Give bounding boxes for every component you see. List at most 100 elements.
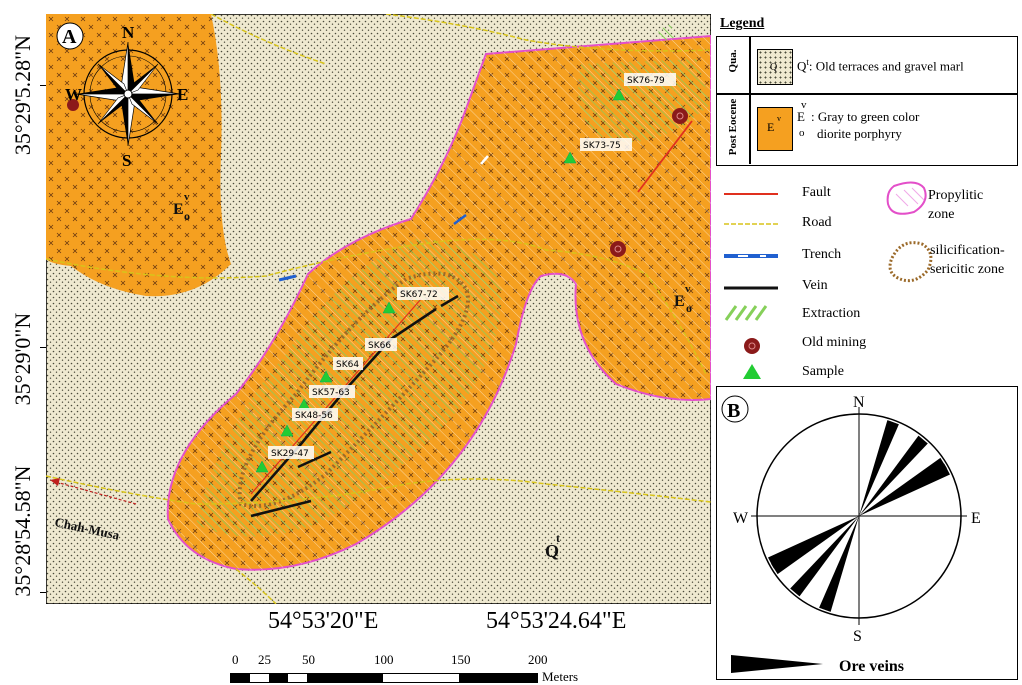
sample-label: SK64 (336, 360, 359, 370)
legend-sym-main: E (797, 109, 805, 124)
rose-petals (768, 420, 950, 612)
sample-label: SK67-72 (400, 290, 438, 300)
scale-tick-label: 25 (258, 652, 271, 667)
sample-label: SK57-63 (312, 388, 350, 398)
scale-tick-label: 0 (232, 652, 239, 667)
lat-tick (40, 347, 46, 348)
map-panel: SK76-79 SK73-75 SK67-72 SK66 SK64 SK57-6… (46, 14, 711, 604)
legend-propylitic-label-2: zone (928, 207, 955, 222)
svg-text:v: v (184, 191, 190, 203)
rose-petal (819, 516, 859, 612)
panel-a-badge (56, 22, 84, 50)
compass-rose-icon (75, 41, 181, 147)
unit-label-porphyry-e: E v o (674, 283, 692, 315)
rose-label-w: W (733, 510, 749, 527)
sample-marker (563, 151, 577, 164)
rose-label-s: S (853, 628, 862, 645)
legend-sym-sub: o (799, 127, 805, 139)
sample-label: SK76-79 (627, 76, 665, 86)
legend-old-mining-label: Old mining (802, 335, 867, 350)
panel-b-label: B (727, 400, 740, 422)
scale-tick-label: 100 (374, 652, 394, 667)
chah-musa-arrowhead (50, 478, 60, 486)
compass-labels: N S E W (65, 23, 188, 170)
unit-label-terrace: Q t (545, 531, 560, 561)
rose-label-n: N (853, 394, 865, 411)
svg-text:v: v (685, 283, 691, 295)
extraction-zone-ne-small (658, 24, 674, 42)
road-2 (46, 475, 711, 505)
sample-label: SK66 (368, 341, 391, 351)
legend-trench-label: Trench (802, 247, 842, 262)
road-3 (385, 14, 711, 52)
rose-petal (859, 420, 899, 516)
old-mining-2 (610, 241, 626, 257)
rose-petal (859, 435, 928, 516)
vein-4 (250, 499, 312, 518)
sample-marker (319, 370, 333, 383)
rose-petal (790, 516, 859, 597)
legend-panel: Legend Qua. Q Qt: Old terraces and grave… (716, 14, 1018, 384)
scale-bar: 0 25 50 100 150 200 Meters (226, 652, 596, 684)
legend-swatch-terrace: Q (757, 49, 793, 85)
lat-label-top: 35°29'5.28"N (10, 34, 35, 156)
legend-extraction-icon (724, 305, 768, 321)
legend-desc-porphyry-2: diorite porphyry (817, 126, 902, 141)
trench-1 (278, 274, 297, 282)
vein-2 (440, 294, 459, 308)
geologic-map: SK76-79 SK73-75 SK67-72 SK66 SK64 SK57-6… (46, 14, 711, 604)
legend-symbols (724, 181, 933, 379)
vein-3 (297, 450, 332, 469)
rose-petal (859, 463, 950, 516)
legend-unit-table: Qua. Q Qt: Old terraces and gravel marl … (716, 36, 1018, 166)
svg-text:o: o (686, 301, 692, 315)
svg-text:E: E (177, 85, 188, 104)
legend-desc-porphyry-1: : Gray to green color (811, 109, 920, 124)
scale-unit: Meters (542, 669, 579, 684)
scale-tick-label: 200 (528, 652, 548, 667)
scale-tick-label: 150 (451, 652, 471, 667)
legend-road-label: Road (802, 215, 832, 230)
legend-fault-label: Fault (802, 185, 831, 200)
rose-panel: B N S E W Ore veins (716, 386, 1018, 680)
lon-label-1: 54°53'20"E (268, 608, 379, 634)
rose-petal (859, 457, 947, 516)
legend-silicification-label-1: silicification- (930, 243, 1005, 258)
legend-sample-icon (743, 364, 761, 379)
legend-desc-terrace: Qt: Old terraces and gravel marl (797, 57, 964, 74)
legend-silicification-icon (888, 241, 933, 283)
legend-extraction-label: Extraction (802, 306, 861, 321)
legend-group-qua: Qua. (727, 49, 739, 73)
svg-text:E: E (674, 293, 685, 310)
legend-group-post-eocene: Post Eocene (727, 98, 739, 156)
svg-text:Q: Q (545, 541, 559, 561)
old-mining-3 (67, 99, 79, 111)
sample-label: SK73-75 (583, 141, 621, 151)
trench-3 (480, 155, 489, 165)
scale-tick-label: 50 (302, 652, 315, 667)
legend-propylitic-icon (886, 181, 927, 215)
legend-sym-sup: v (801, 99, 807, 111)
trench-2 (453, 214, 467, 225)
road-5 (235, 568, 277, 604)
rose-petal (771, 516, 859, 575)
legend-swatch-porphyry: E v (757, 107, 793, 151)
sample-label-group: SK76-79 SK73-75 SK67-72 SK66 SK64 SK57-6… (268, 73, 676, 459)
scale-bar-track (230, 673, 538, 683)
sample-marker (382, 301, 396, 314)
unit-label-porphyry-nw: E v o (173, 191, 190, 223)
legend-silicification-label-2: sericitic zone (930, 262, 1005, 277)
panel-b-badge (721, 395, 749, 423)
chah-musa-arrow (55, 481, 137, 505)
rose-label-e: E (971, 510, 981, 527)
road-1 (46, 238, 707, 375)
sample-marker (612, 88, 626, 101)
legend-propylitic-label-1: Propylitic (928, 188, 984, 203)
lat-tick (40, 85, 46, 86)
panel-a-label: A (62, 26, 77, 48)
fault-line-ne (637, 120, 693, 193)
sample-marker (280, 424, 294, 437)
rose-caption: Ore veins (839, 658, 904, 675)
legend-title: Legend (720, 16, 765, 31)
svg-text:t: t (556, 531, 560, 545)
